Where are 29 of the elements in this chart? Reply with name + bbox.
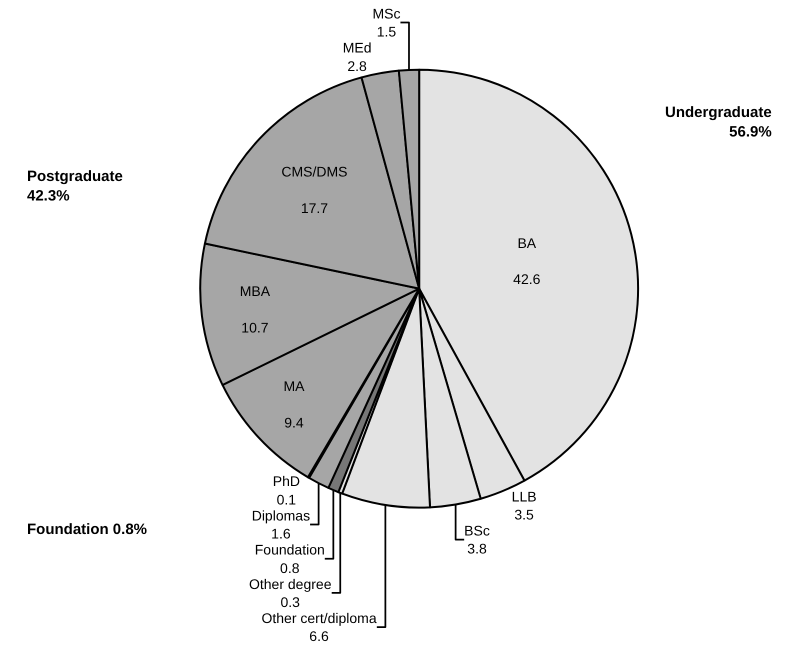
slice-label: BA (517, 234, 537, 251)
data-label: 6.6 (309, 628, 329, 644)
text: Postgraduate 42.3% (27, 168, 123, 204)
data-label: 2.8 (347, 58, 368, 74)
data-label: 0.3 (280, 594, 300, 610)
data-label: 3.8 (467, 540, 487, 557)
slice-label: MSc (372, 5, 400, 22)
slice-label: MBA (240, 282, 271, 299)
data-label: 1.5 (376, 24, 396, 40)
slice-label: BSc (464, 522, 490, 539)
slice-label: CMS/DMS (281, 164, 348, 180)
slice-label: MEd (342, 40, 372, 56)
slice-label: Foundation (254, 542, 325, 558)
slice-label: MA (283, 378, 306, 394)
data-label: 10.7 (241, 319, 269, 336)
slice-label: Other degree (248, 576, 332, 592)
slice-label: Other cert/diploma (261, 610, 377, 626)
data-label: 0.1 (276, 491, 296, 508)
data-label: 3.5 (514, 506, 534, 523)
slice-label: Diplomas (252, 507, 310, 524)
slice-label: PhD (272, 473, 300, 490)
data-label: 9.4 (284, 414, 304, 430)
data-label: 42.6 (513, 271, 541, 288)
slice-label: LLB (512, 488, 537, 504)
text: Undergraduate 56.9% (665, 104, 772, 140)
data-label: 17.7 (300, 200, 328, 216)
text: Foundation 0.8% (27, 521, 147, 538)
data-label: 1.6 (271, 526, 291, 542)
data-label: 0.8 (280, 560, 300, 576)
